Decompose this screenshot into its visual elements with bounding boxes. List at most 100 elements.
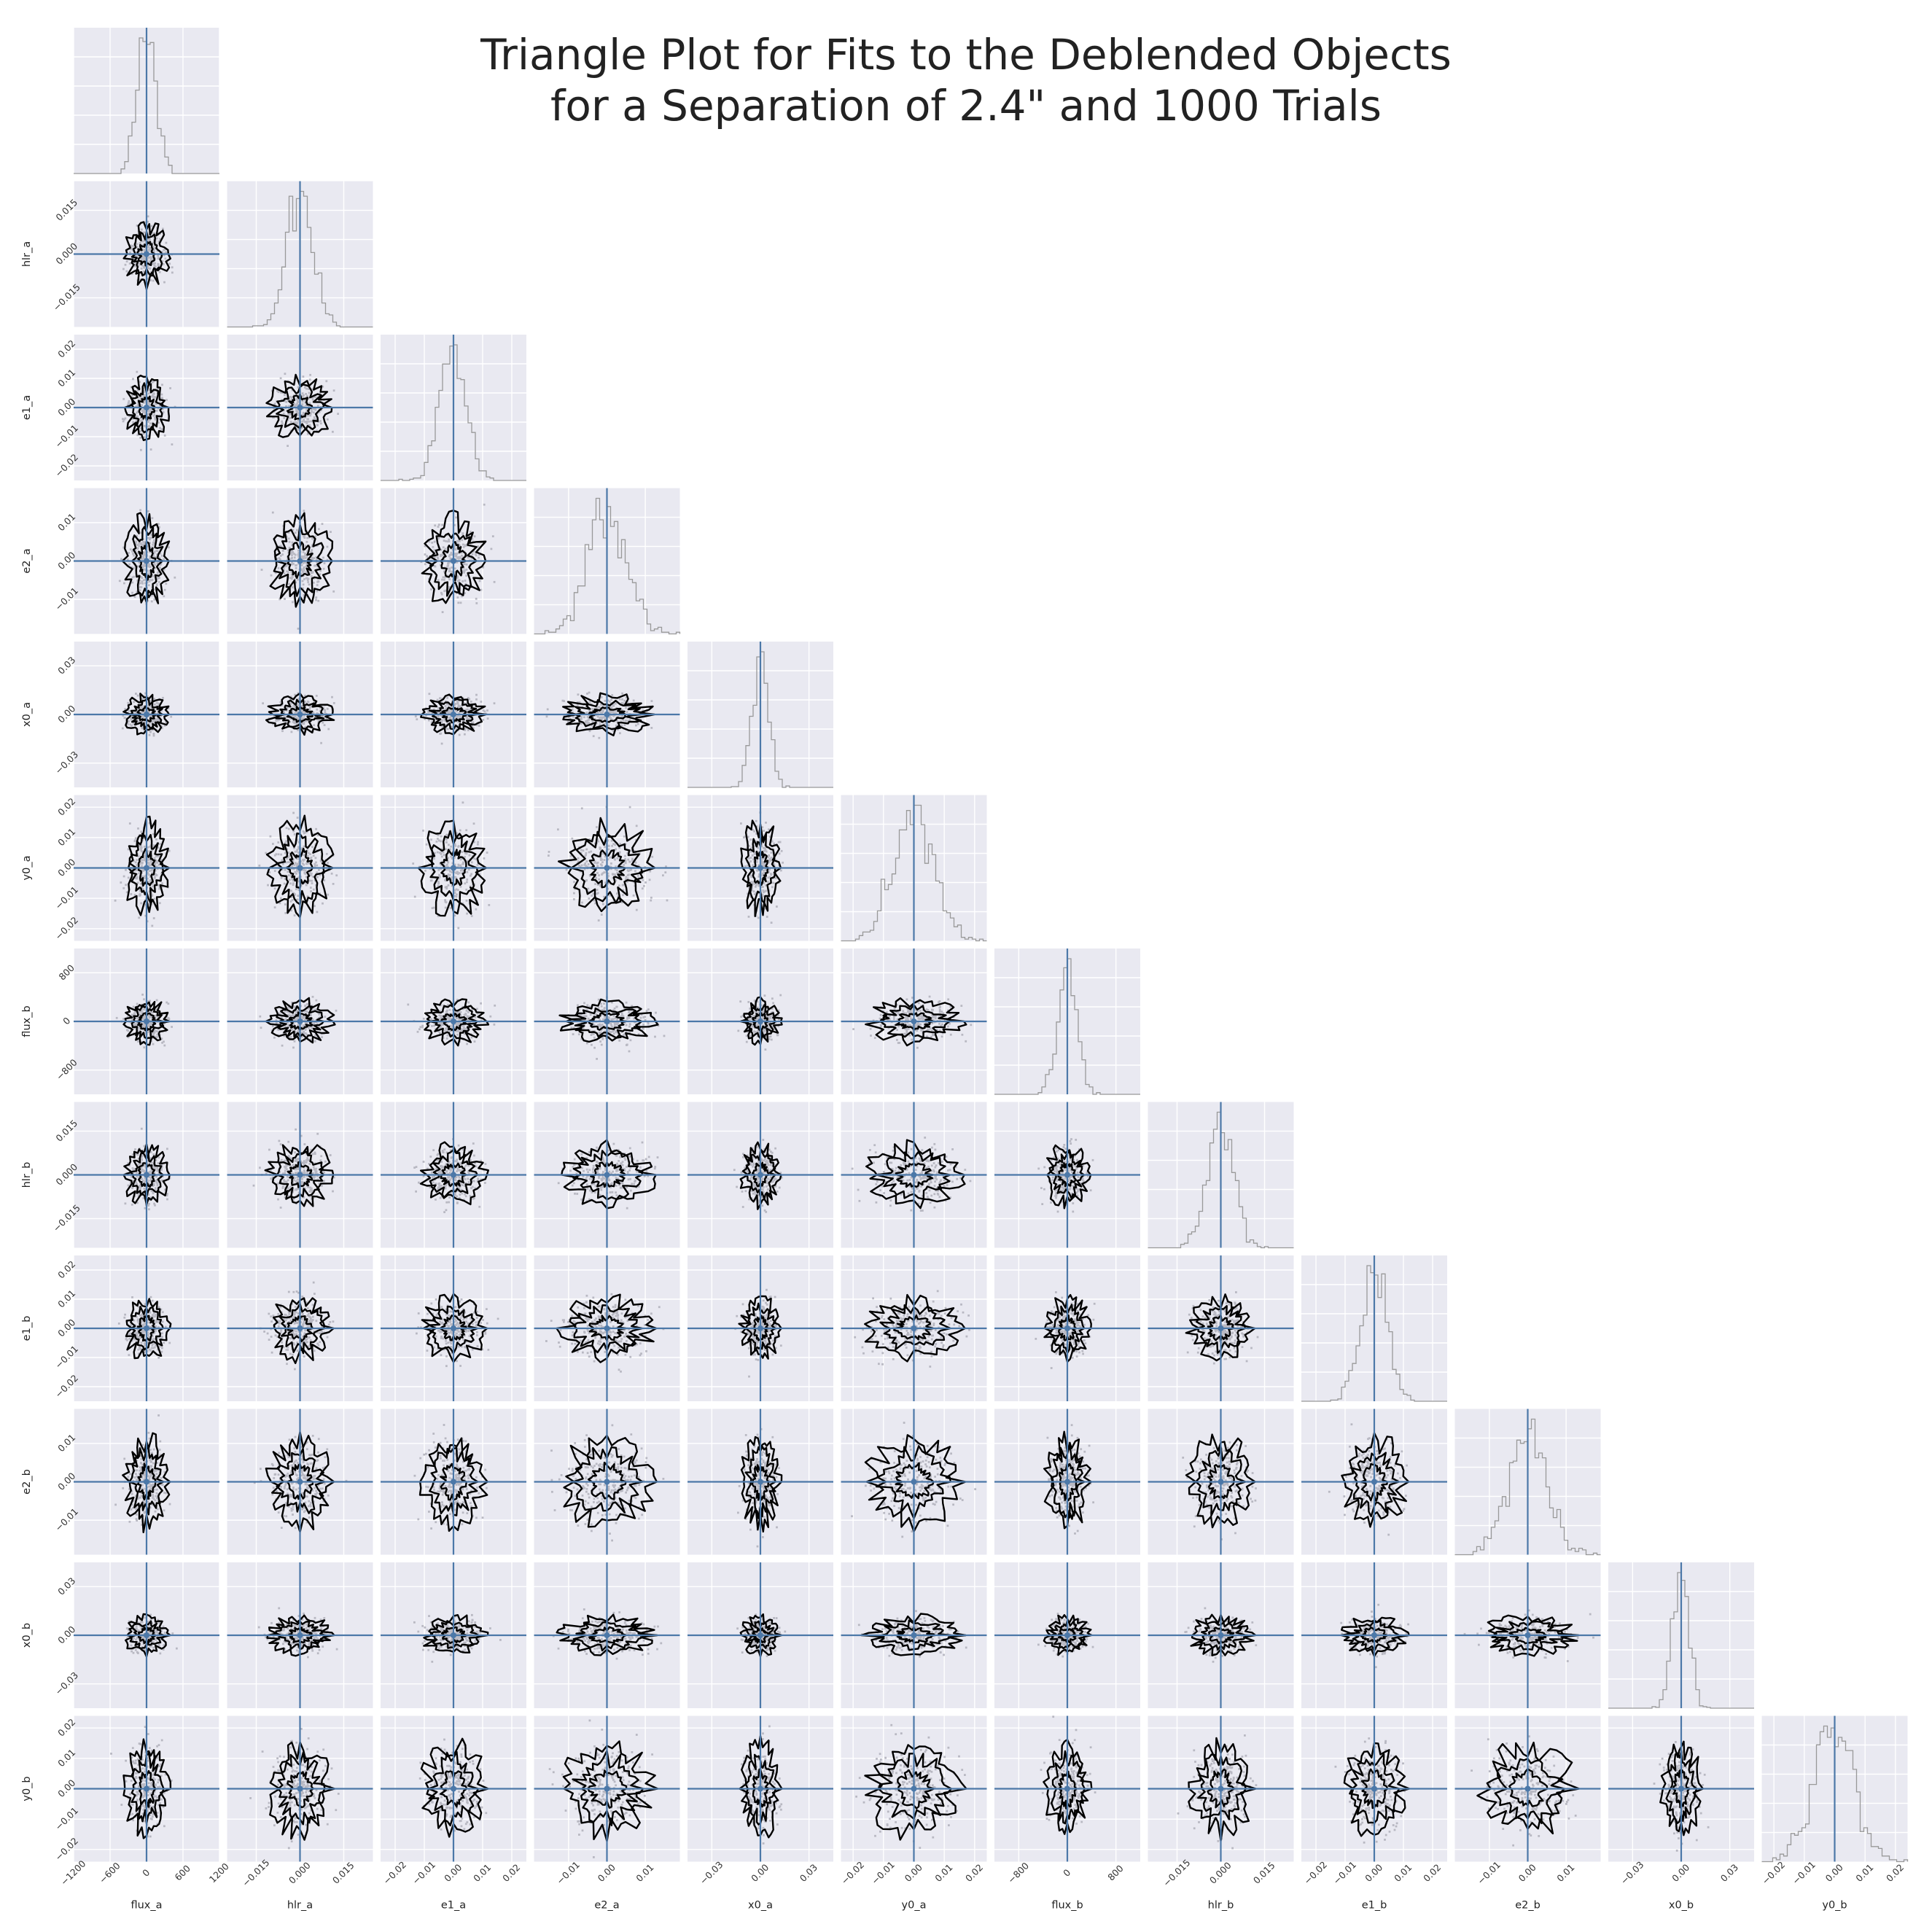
scatter-point: [753, 893, 756, 895]
scatter-point: [163, 558, 165, 561]
scatter-point: [446, 728, 449, 731]
scatter-point: [148, 405, 151, 408]
scatter-point: [586, 693, 588, 695]
scatter-point: [302, 830, 305, 833]
scatter-point: [152, 550, 155, 553]
scatter-point: [157, 240, 160, 243]
scatter-point: [149, 579, 151, 581]
scatter-point: [630, 868, 633, 871]
scatter-point: [778, 852, 781, 855]
scatter-point: [467, 708, 469, 711]
scatter-point: [277, 841, 280, 844]
scatter-point: [465, 829, 468, 832]
panel-x0_a-vs-hlr_a: [227, 642, 373, 787]
scatter-point: [577, 857, 580, 860]
y-axis-label-x0_a: x0_a: [21, 702, 33, 727]
scatter-point: [480, 588, 483, 591]
scatter-point: [316, 911, 319, 914]
scatter-point: [624, 854, 626, 857]
scatter-point: [483, 503, 486, 506]
scatter-point: [599, 863, 602, 866]
scatter-point: [407, 1003, 410, 1006]
scatter-point: [330, 872, 333, 875]
panel-flux_b-vs-hlr_a: [227, 949, 373, 1094]
scatter-point: [624, 862, 627, 865]
scatter-point: [571, 837, 574, 840]
panel-x0_a-vs-e1_a: [381, 642, 526, 787]
scatter-point: [472, 822, 475, 825]
scatter-point: [444, 886, 447, 889]
scatter-point: [155, 577, 158, 579]
scatter-point: [307, 862, 310, 865]
scatter-point: [143, 551, 146, 554]
scatter-point: [136, 389, 139, 392]
scatter-point: [143, 409, 146, 412]
scatter-point: [306, 394, 308, 397]
scatter-point: [154, 396, 157, 399]
scatter-point: [770, 922, 773, 924]
scatter-point: [139, 437, 142, 439]
scatter-point: [150, 247, 152, 250]
scatter-point: [302, 420, 304, 423]
scatter-point: [478, 580, 481, 583]
scatter-point: [143, 998, 145, 1001]
scatter-point: [610, 839, 613, 842]
scatter-point: [314, 857, 317, 860]
scatter-point: [459, 829, 461, 832]
scatter-point: [289, 882, 292, 885]
scatter-point: [321, 523, 324, 525]
panel-flux_b-vs-e1_a: [381, 949, 526, 1094]
scatter-point: [439, 697, 441, 700]
scatter-point: [456, 889, 459, 892]
scatter-point: [136, 544, 139, 546]
scatter-point: [437, 706, 440, 709]
scatter-point: [763, 830, 765, 832]
scatter-point: [153, 392, 155, 395]
scatter-point: [131, 550, 133, 553]
scatter-point: [284, 394, 286, 397]
scatter-point: [138, 545, 141, 548]
scatter-point: [152, 414, 155, 417]
scatter-point: [470, 861, 473, 864]
scatter-point: [302, 570, 304, 573]
scatter-point: [641, 887, 644, 890]
truth-marker: [451, 558, 456, 564]
scatter-point: [475, 597, 478, 600]
scatter-point: [152, 543, 155, 546]
scatter-point: [610, 698, 612, 701]
scatter-point: [153, 551, 156, 554]
scatter-point: [612, 873, 615, 876]
scatter-point: [136, 404, 139, 407]
scatter-point: [446, 1034, 449, 1037]
scatter-point: [627, 858, 630, 861]
scatter-point: [136, 243, 139, 246]
scatter-point: [303, 1015, 305, 1018]
scatter-point: [168, 1018, 171, 1021]
scatter-point: [311, 410, 313, 413]
scatter-point: [297, 425, 300, 428]
scatter-point: [144, 569, 147, 572]
scatter-point: [586, 720, 589, 722]
scatter-point: [128, 574, 131, 577]
scatter-point: [162, 227, 164, 230]
scatter-point: [430, 879, 433, 882]
scatter-point: [137, 855, 140, 857]
scatter-point: [132, 257, 134, 260]
scatter-point: [306, 854, 309, 857]
scatter-point: [612, 704, 615, 707]
scatter-point: [136, 225, 139, 227]
scatter-point: [149, 238, 151, 241]
scatter-point: [275, 720, 277, 722]
scatter-point: [467, 729, 470, 731]
scatter-point: [148, 572, 151, 574]
scatter-point: [279, 545, 282, 548]
scatter-point: [494, 1004, 496, 1007]
scatter-point: [158, 887, 161, 890]
scatter-point: [315, 599, 317, 601]
scatter-point: [322, 556, 324, 559]
scatter-point: [292, 421, 295, 424]
scatter-point: [454, 548, 457, 550]
scatter-point: [312, 854, 315, 857]
scatter-point: [428, 693, 431, 696]
scatter-point: [152, 279, 155, 282]
